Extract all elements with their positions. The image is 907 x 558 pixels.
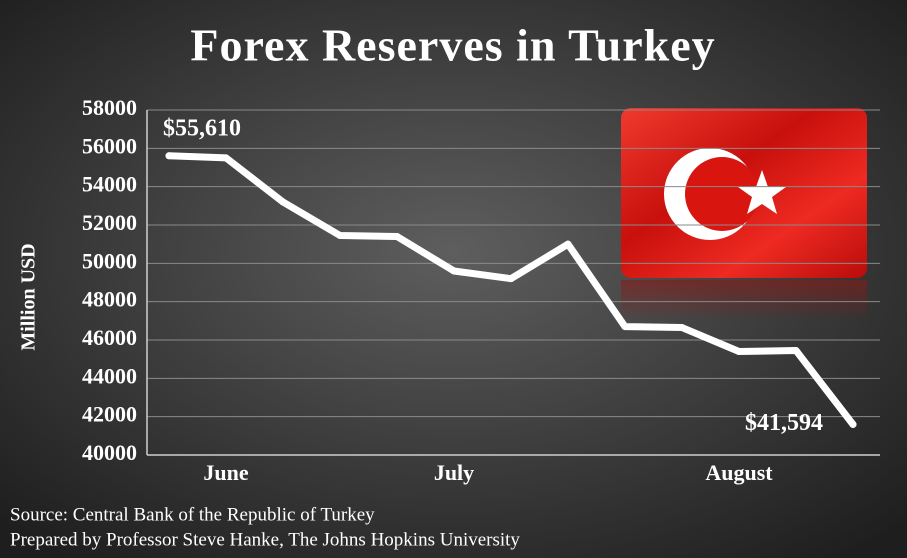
credit: Prepared by Professor Steve Hanke, The J… [10, 529, 520, 550]
point [735, 348, 743, 355]
point [279, 198, 287, 206]
data-label: $55,610 [163, 115, 241, 141]
point [507, 275, 515, 283]
point [564, 240, 572, 248]
x-tick-label: July [434, 460, 474, 485]
point [222, 154, 230, 162]
y-tick-label: 44000 [82, 363, 137, 388]
x-tick-label: June [203, 460, 248, 485]
y-tick-label: 48000 [82, 287, 137, 312]
y-tick-label: 56000 [82, 133, 137, 158]
y-tick-label: 46000 [82, 325, 137, 350]
flag [621, 108, 867, 320]
point [792, 347, 800, 355]
y-tick-label: 52000 [82, 210, 137, 235]
y-tick-label: 54000 [82, 172, 137, 197]
point [165, 152, 173, 160]
point [621, 323, 629, 331]
point [450, 267, 458, 275]
point [393, 233, 401, 240]
point [678, 324, 686, 332]
y-axis-label: Million USD [18, 243, 40, 350]
y-tick-label: 42000 [82, 402, 137, 427]
data-label: $41,594 [745, 410, 823, 436]
y-tick-label: 50000 [82, 248, 137, 273]
point [849, 420, 857, 428]
y-tick-label: 58000 [82, 95, 137, 120]
source: Source: Central Bank of the Republic of … [10, 504, 375, 525]
chart-title: Forex Reserves in Turkey [190, 20, 715, 71]
x-tick-label: August [705, 460, 773, 485]
point [336, 232, 344, 240]
y-tick-label: 40000 [82, 440, 137, 465]
